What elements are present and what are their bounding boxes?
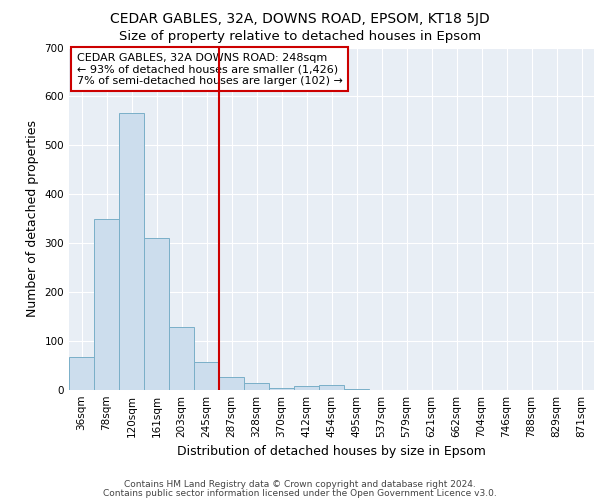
Bar [69,357,94,390]
Text: CEDAR GABLES, 32A, DOWNS ROAD, EPSOM, KT18 5JD: CEDAR GABLES, 32A, DOWNS ROAD, EPSOM, KT… [110,12,490,26]
Text: Contains public sector information licensed under the Open Government Licence v3: Contains public sector information licen… [103,488,497,498]
Bar [269,388,294,390]
Text: Contains HM Land Registry data © Crown copyright and database right 2024.: Contains HM Land Registry data © Crown c… [124,480,476,489]
Text: CEDAR GABLES, 32A DOWNS ROAD: 248sqm
← 93% of detached houses are smaller (1,426: CEDAR GABLES, 32A DOWNS ROAD: 248sqm ← 9… [77,52,343,86]
Bar [219,377,244,390]
X-axis label: Distribution of detached houses by size in Epsom: Distribution of detached houses by size … [177,446,486,458]
Bar [319,385,344,390]
Bar [344,388,369,390]
Bar [144,238,169,390]
Bar [194,362,219,390]
Bar [119,112,144,390]
Text: Size of property relative to detached houses in Epsom: Size of property relative to detached ho… [119,30,481,43]
Bar [244,382,269,390]
Bar [169,328,194,390]
Bar [94,219,119,390]
Y-axis label: Number of detached properties: Number of detached properties [26,120,39,318]
Bar [294,386,319,390]
